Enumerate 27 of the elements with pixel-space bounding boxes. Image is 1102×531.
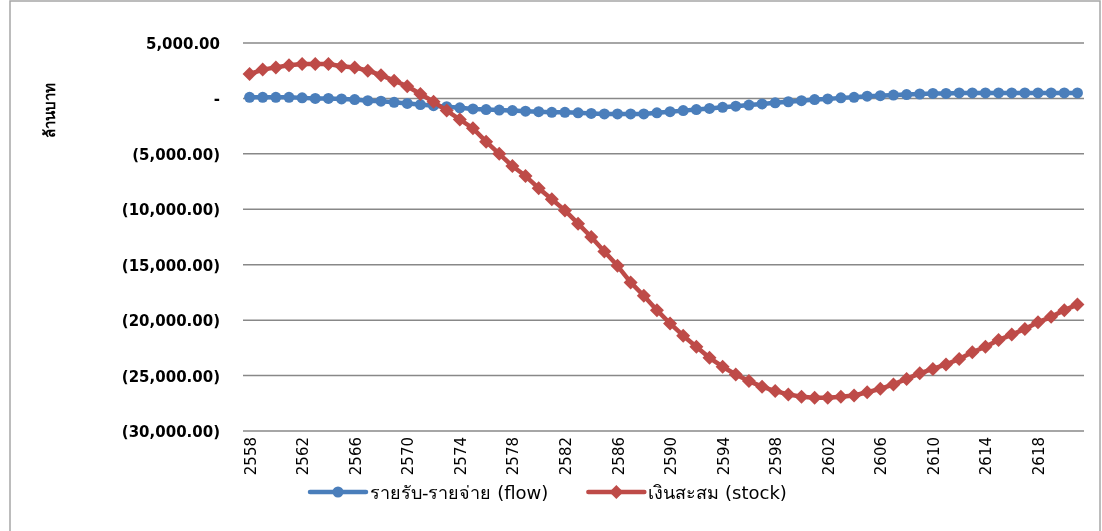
legend-label: เงินสะสม (stock)	[648, 482, 787, 503]
x-tick-label: 2606	[872, 437, 891, 476]
x-tick-label: 2562	[294, 437, 313, 476]
y-tick-label: (15,000.00)	[121, 256, 220, 275]
x-tick-label: 2610	[924, 437, 943, 476]
x-tick-label: 2590	[662, 437, 681, 476]
x-tick-label: 2618	[1030, 437, 1049, 476]
y-tick-label: -	[213, 90, 220, 109]
x-tick-label: 2570	[399, 437, 418, 476]
x-tick-label: 2614	[977, 437, 996, 476]
x-tick-label: 2594	[714, 437, 733, 476]
x-tick-label: 2602	[819, 437, 838, 476]
x-tick-label: 2566	[346, 437, 365, 476]
x-tick-label: 2558	[241, 437, 260, 476]
y-tick-label: (30,000.00)	[121, 423, 220, 441]
y-tick-label: (20,000.00)	[121, 312, 220, 331]
x-tick-label: 2586	[609, 437, 628, 476]
y-axis-title: ล้านบาท	[41, 82, 59, 138]
x-tick-label: 2582	[556, 437, 575, 476]
y-tick-label: 5,000.00	[145, 35, 220, 53]
y-tick-label: (10,000.00)	[121, 201, 220, 220]
x-tick-label: 2598	[767, 437, 786, 476]
x-tick-label: 2574	[451, 437, 470, 476]
y-tick-label: (5,000.00)	[132, 145, 220, 164]
y-tick-label: (25,000.00)	[121, 367, 220, 386]
legend-label: รายรับ-รายจ่าย (flow)	[370, 482, 549, 503]
x-tick-label: 2578	[504, 437, 523, 476]
